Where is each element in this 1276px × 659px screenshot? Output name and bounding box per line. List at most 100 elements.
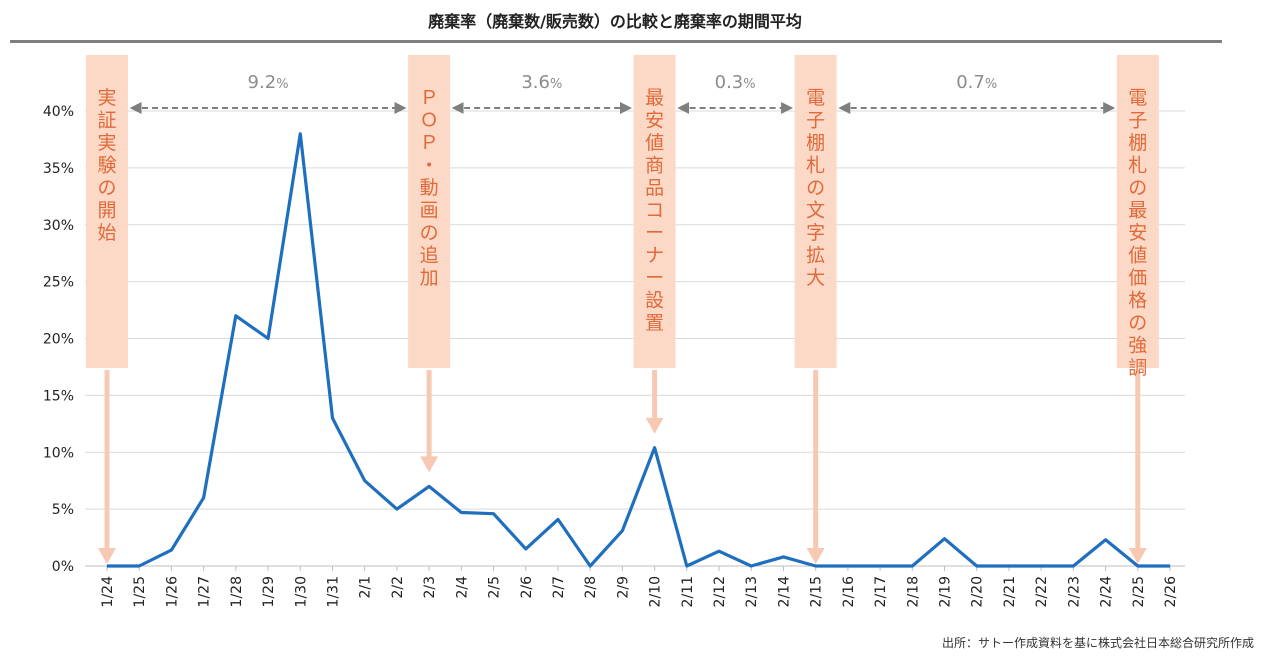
series-line bbox=[106, 132, 1171, 568]
data-point bbox=[815, 565, 817, 567]
period-average-label: 3.6% bbox=[521, 72, 562, 93]
data-point bbox=[1040, 565, 1042, 567]
period-average-label: 0.3% bbox=[715, 72, 756, 93]
data-point bbox=[299, 133, 301, 135]
x-tick-label: 2/4 bbox=[454, 576, 470, 599]
x-tick-label: 2/12 bbox=[712, 576, 728, 607]
series-polyline bbox=[107, 132, 1170, 568]
event-label: 実証実験の開始 bbox=[97, 87, 116, 244]
data-point bbox=[1137, 565, 1139, 567]
data-point bbox=[106, 565, 108, 567]
data-point bbox=[1072, 565, 1074, 567]
event-arrows bbox=[98, 370, 1147, 564]
event-arrow-head bbox=[98, 548, 116, 564]
data-point bbox=[396, 508, 398, 510]
x-tick-label: 2/20 bbox=[970, 576, 986, 607]
data-point bbox=[203, 497, 205, 499]
y-tick-label: 15% bbox=[43, 388, 74, 404]
event-arrow-head bbox=[420, 456, 439, 473]
event-label: 電子棚札の文字拡大 bbox=[806, 87, 825, 289]
y-tick-label: 5% bbox=[52, 502, 74, 518]
x-tick-label: 2/10 bbox=[648, 576, 664, 607]
x-tick-label: 2/9 bbox=[615, 576, 631, 599]
y-tick-label: 25% bbox=[43, 275, 74, 291]
data-point bbox=[557, 518, 559, 520]
data-point bbox=[686, 565, 688, 567]
y-tick-label: 30% bbox=[43, 218, 74, 234]
data-point bbox=[847, 565, 849, 567]
event-arrow-head bbox=[806, 548, 825, 564]
x-tick-label: 1/24 bbox=[100, 576, 116, 608]
event-label: ＰＯＰ・動画の追加 bbox=[420, 87, 439, 289]
data-point bbox=[879, 565, 881, 567]
event-box bbox=[1116, 55, 1159, 368]
data-point bbox=[331, 417, 333, 419]
event-annotation: ＰＯＰ・動画の追加 bbox=[408, 55, 451, 368]
x-tick-label: 1/31 bbox=[325, 576, 341, 607]
event-annotation: 電子棚札の最安値価格の強調 bbox=[1116, 55, 1159, 379]
x-tick-label: 1/27 bbox=[197, 576, 213, 607]
data-point bbox=[718, 550, 720, 552]
x-tick-label: 2/26 bbox=[1163, 576, 1179, 608]
period-average-label: 0.7% bbox=[956, 72, 997, 93]
x-tick-label: 2/23 bbox=[1066, 576, 1082, 607]
y-tick-label: 20% bbox=[43, 332, 74, 348]
x-tick-label: 2/18 bbox=[905, 576, 921, 607]
event-box bbox=[86, 55, 128, 368]
event-annotations: 実証実験の開始 ＰＯＰ・動画の追加 最安値商品コーナー設置 電子棚札の文字拡大 電子棚札… bbox=[86, 55, 1159, 379]
x-tick-label: 2/2 bbox=[390, 576, 406, 599]
x-tick-label: 2/22 bbox=[1034, 576, 1050, 607]
x-tick-label: 1/28 bbox=[229, 576, 245, 607]
data-point bbox=[460, 512, 462, 514]
y-tick-label: 0% bbox=[52, 559, 74, 575]
event-arrow-head bbox=[645, 417, 664, 434]
data-point bbox=[267, 338, 269, 339]
x-tick-label: 2/11 bbox=[680, 576, 696, 607]
event-annotation: 最安値商品コーナー設置 bbox=[633, 55, 676, 368]
x-tick-label: 2/7 bbox=[551, 576, 567, 599]
data-point bbox=[621, 530, 623, 532]
x-tick-label: 2/14 bbox=[776, 576, 792, 608]
data-point bbox=[525, 548, 527, 550]
data-point bbox=[235, 315, 237, 317]
y-tick-label: 35% bbox=[43, 161, 74, 177]
data-point bbox=[654, 447, 656, 449]
y-tick-label: 40% bbox=[43, 104, 74, 120]
data-point bbox=[1169, 565, 1171, 567]
period-average-label: 9.2% bbox=[248, 72, 289, 93]
x-tick-label: 2/8 bbox=[583, 576, 599, 599]
event-arrow-head bbox=[1128, 548, 1147, 564]
x-tick-label: 2/3 bbox=[422, 576, 438, 599]
data-point bbox=[1008, 565, 1010, 567]
event-box bbox=[794, 55, 837, 368]
title-divider bbox=[10, 40, 1222, 43]
event-box bbox=[633, 55, 676, 368]
data-point bbox=[428, 485, 430, 487]
x-tick-label: 2/13 bbox=[744, 576, 760, 607]
data-point bbox=[170, 549, 172, 551]
y-axis-ticks: 0% 5% 10% 15% 20% 25% 30% 35% 40% bbox=[43, 104, 74, 575]
event-annotation: 電子棚札の文字拡大 bbox=[794, 55, 837, 368]
chart-title: 廃棄率（廃棄数/販売数）の比較と廃棄率の期間平均 bbox=[428, 12, 802, 31]
x-tick-label: 1/30 bbox=[293, 576, 309, 607]
event-annotation: 実証実験の開始 bbox=[86, 55, 128, 368]
x-tick-label: 2/25 bbox=[1131, 576, 1147, 607]
source-note: 出所：サトー作成資料を基に株式会社日本総合研究所作成 bbox=[941, 636, 1254, 650]
x-tick-label: 1/29 bbox=[261, 576, 277, 607]
x-tick-label: 2/21 bbox=[1002, 576, 1018, 607]
x-axis-ticks: 1/24 1/25 1/26 1/27 1/28 1/29 1/30 1/31 2/1 2/2 2/… bbox=[100, 566, 1179, 607]
event-box bbox=[408, 55, 451, 368]
data-point bbox=[782, 556, 784, 558]
x-tick-label: 1/25 bbox=[132, 576, 148, 607]
x-tick-label: 1/26 bbox=[164, 576, 180, 608]
data-point bbox=[911, 565, 913, 567]
data-point bbox=[750, 565, 752, 567]
x-tick-label: 2/16 bbox=[841, 576, 857, 608]
event-label: 最安値商品コーナー設置 bbox=[645, 87, 664, 334]
x-tick-label: 2/6 bbox=[519, 576, 535, 599]
event-label: 電子棚札の最安値価格の強調 bbox=[1128, 87, 1147, 379]
data-point bbox=[493, 513, 495, 515]
period-averages: 9.2% 3.6% 0.3% 0.7% bbox=[129, 72, 1116, 114]
x-tick-label: 2/19 bbox=[938, 576, 954, 607]
